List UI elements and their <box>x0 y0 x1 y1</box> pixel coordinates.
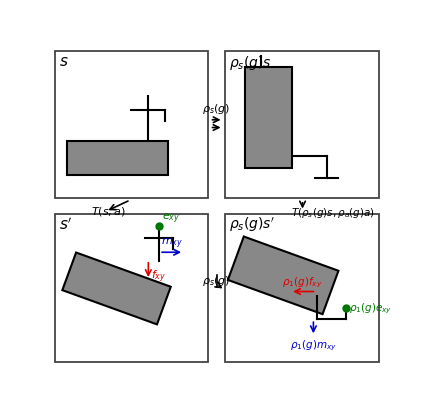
Bar <box>55 214 208 362</box>
Text: $s$: $s$ <box>59 54 69 69</box>
Bar <box>225 52 379 199</box>
Polygon shape <box>228 237 338 315</box>
Text: $f_{xy}$: $f_{xy}$ <box>151 268 167 284</box>
Text: $e_{xy}$: $e_{xy}$ <box>162 211 180 225</box>
Text: $T(s,a)$: $T(s,a)$ <box>91 204 126 217</box>
Text: $\rho_1(g)e_{xy}$: $\rho_1(g)e_{xy}$ <box>349 301 392 315</box>
Text: $T(\rho_s(g)s, \rho_a(g)a)$: $T(\rho_s(g)s, \rho_a(g)a)$ <box>291 205 375 219</box>
Text: $\rho_s(g)s$: $\rho_s(g)s$ <box>229 54 272 72</box>
Bar <box>55 52 208 199</box>
Text: $\rho_s(g)s'$: $\rho_s(g)s'$ <box>229 216 275 234</box>
Text: $\rho_s(g)$: $\rho_s(g)$ <box>202 102 231 116</box>
Bar <box>245 68 292 168</box>
Polygon shape <box>62 253 171 325</box>
Text: $\rho_s(g)$: $\rho_s(g)$ <box>202 273 231 288</box>
Bar <box>67 141 168 176</box>
Bar <box>225 214 379 362</box>
Text: $s'$: $s'$ <box>59 216 73 232</box>
Text: $\rho_1(g)m_{xy}$: $\rho_1(g)m_{xy}$ <box>290 338 337 352</box>
Text: $m_{xy}$: $m_{xy}$ <box>161 236 183 250</box>
Text: $\rho_1(g)f_{xy}$: $\rho_1(g)f_{xy}$ <box>282 275 323 290</box>
